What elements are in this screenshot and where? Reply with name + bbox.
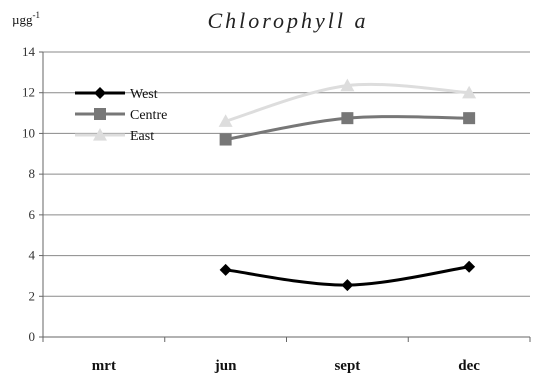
legend-label-centre: Centre (130, 108, 167, 123)
legend-marker-east (93, 128, 107, 141)
legend-marker-west (94, 87, 106, 99)
axis-layer: 0 2 4 6 8 10 12 14 mrt jun sept dec (22, 44, 531, 374)
legend: West Centre East (75, 87, 167, 144)
grid-layer (43, 51, 530, 297)
y-axis-unit-superscript: -1 (33, 10, 41, 20)
x-category-label: dec (458, 358, 480, 374)
y-tick-label: 10 (22, 125, 35, 140)
data-point-west (341, 279, 354, 292)
y-axis-unit-base: µgg (12, 12, 33, 27)
data-point-west (463, 260, 476, 273)
data-point-centre (341, 112, 354, 125)
x-category-label: mrt (92, 358, 116, 374)
y-tick-label: 12 (22, 85, 35, 100)
data-point-east (340, 78, 355, 92)
y-tick-label: 6 (29, 207, 36, 222)
series-layer (218, 78, 477, 292)
chart-title: Chlorophyll a (207, 8, 368, 33)
y-tick-label: 4 (29, 248, 36, 263)
y-tick-label: 8 (29, 166, 36, 181)
y-tick-label: 14 (22, 44, 36, 59)
legend-label-east: East (130, 129, 154, 144)
legend-marker-centre (94, 108, 106, 120)
data-point-west (219, 263, 232, 276)
x-category-label: jun (214, 358, 237, 374)
y-tick-label: 0 (29, 329, 36, 344)
x-category-label: sept (334, 358, 360, 374)
data-point-centre (463, 112, 476, 125)
y-tick-label: 2 (29, 288, 36, 303)
data-point-east (218, 114, 233, 127)
y-axis-unit: µgg-1 (12, 10, 40, 27)
data-point-centre (219, 133, 232, 146)
data-point-east (462, 85, 477, 99)
legend-label-west: West (130, 87, 158, 102)
